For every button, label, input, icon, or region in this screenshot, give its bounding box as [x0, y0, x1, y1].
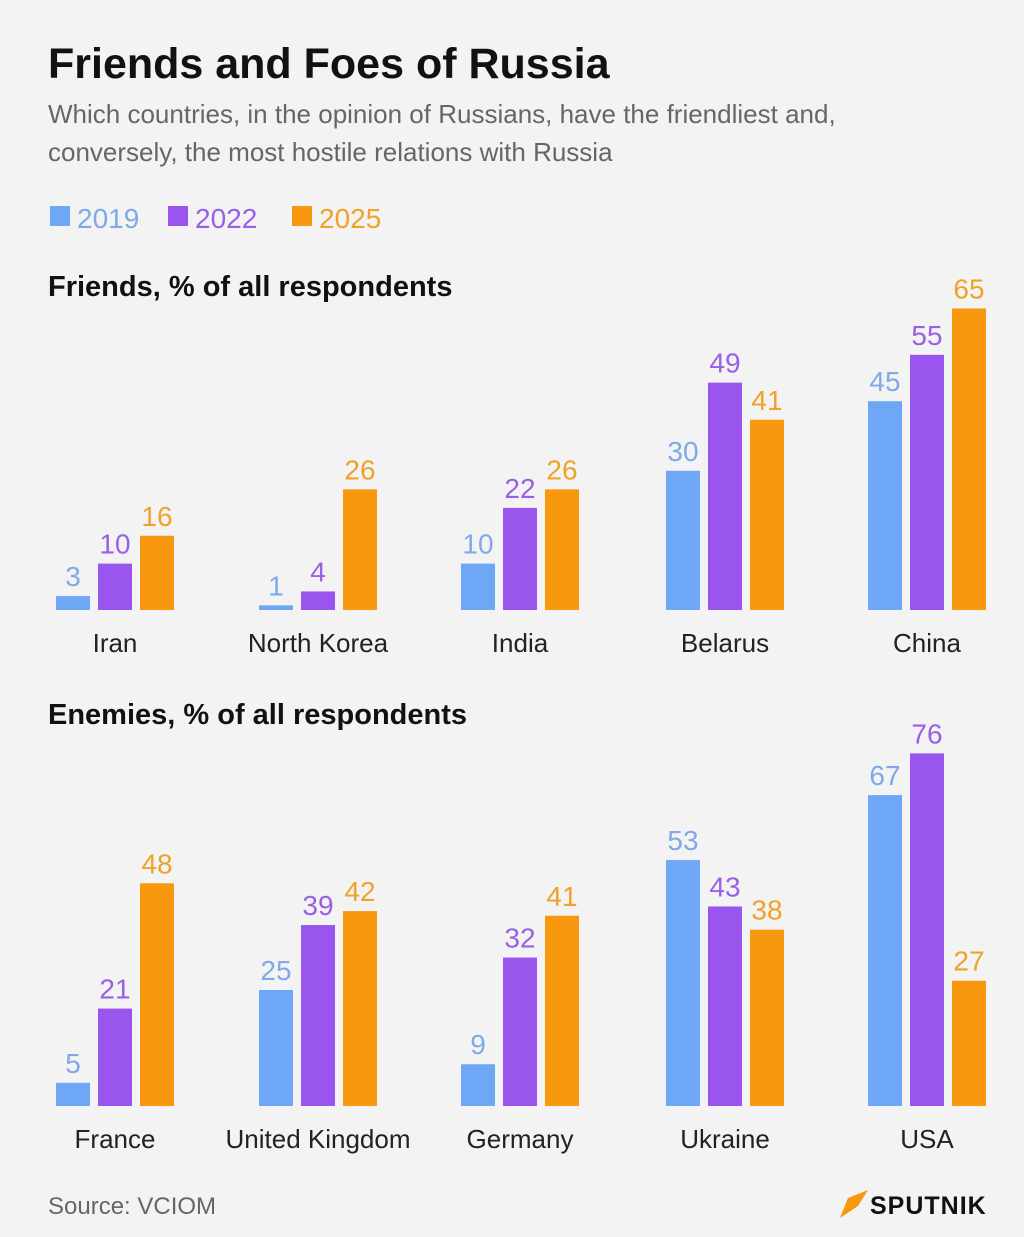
sputnik-logo-icon — [840, 1190, 868, 1218]
bar-2025 — [750, 929, 784, 1106]
legend-swatch-2019 — [50, 206, 70, 226]
chart-title: Friends and Foes of Russia — [48, 40, 611, 88]
legend: 2019 2022 2025 — [50, 203, 381, 234]
value-label: 42 — [344, 876, 375, 907]
bar-2025 — [343, 489, 377, 610]
bar-2022 — [98, 563, 132, 610]
value-label: 5 — [65, 1048, 81, 1079]
bar-2019 — [461, 563, 495, 610]
value-label: 48 — [141, 848, 172, 879]
bar-2022 — [910, 753, 944, 1106]
bar-2022 — [98, 1008, 132, 1106]
bar-2025 — [952, 980, 986, 1106]
bar-2019 — [56, 1082, 90, 1106]
value-label: 43 — [709, 871, 740, 902]
category-label: Iran — [93, 628, 138, 658]
category-group: 25 39 42 United Kingdom — [226, 876, 411, 1154]
enemies-chart: 5 21 48 France 25 39 42 United Kingdom 9 32 41 Germ… — [56, 718, 986, 1154]
value-label: 30 — [667, 436, 698, 467]
category-label: Belarus — [681, 628, 769, 658]
value-label: 76 — [911, 718, 942, 749]
category-group: 53 43 38 Ukraine — [666, 825, 784, 1154]
value-label: 53 — [667, 825, 698, 856]
value-label: 49 — [709, 348, 740, 379]
category-label: France — [75, 1124, 156, 1154]
subtitle-line-2: conversely, the most hostile relations w… — [48, 137, 613, 167]
bar-2025 — [140, 883, 174, 1106]
value-label: 32 — [504, 923, 535, 954]
value-label: 38 — [751, 895, 782, 926]
bar-2022 — [503, 507, 537, 610]
bar-2025 — [750, 419, 784, 610]
source-note: Source: VCIOM — [48, 1193, 216, 1220]
bar-2022 — [708, 382, 742, 610]
bar-2022 — [301, 925, 335, 1106]
value-label: 3 — [65, 561, 81, 592]
legend-label-2025: 2025 — [319, 203, 381, 234]
legend-label-2019: 2019 — [77, 203, 139, 234]
friends-section-title: Friends, % of all respondents — [48, 271, 452, 303]
legend-label-2022: 2022 — [195, 203, 257, 234]
category-label: China — [893, 628, 961, 658]
value-label: 41 — [751, 385, 782, 416]
value-label: 45 — [869, 366, 900, 397]
sputnik-logo-text: SPUTNIK — [870, 1192, 987, 1220]
sputnik-logo: SPUTNIK — [840, 1190, 987, 1220]
category-label: Ukraine — [680, 1124, 770, 1154]
category-group: 30 49 41 Belarus — [666, 348, 784, 658]
value-label: 9 — [470, 1029, 486, 1060]
value-label: 22 — [504, 473, 535, 504]
value-label: 10 — [462, 529, 493, 560]
enemies-section-title: Enemies, % of all respondents — [48, 699, 467, 731]
category-label: Germany — [467, 1124, 574, 1154]
bar-2019 — [259, 605, 293, 610]
legend-swatch-2025 — [292, 206, 312, 226]
value-label: 4 — [310, 556, 326, 587]
category-label: United Kingdom — [226, 1124, 411, 1154]
bar-2022 — [910, 354, 944, 610]
category-label: India — [492, 628, 549, 658]
bar-2022 — [708, 906, 742, 1106]
bar-2022 — [503, 957, 537, 1106]
value-label: 67 — [869, 760, 900, 791]
value-label: 21 — [99, 974, 130, 1005]
bar-2019 — [868, 795, 902, 1106]
bar-2019 — [461, 1064, 495, 1106]
legend-swatch-2022 — [168, 206, 188, 226]
category-group: 3 10 16 Iran — [56, 501, 174, 658]
subtitle-line-1: Which countries, in the opinion of Russi… — [48, 99, 836, 129]
category-group: 9 32 41 Germany — [461, 881, 579, 1154]
bar-2025 — [343, 911, 377, 1106]
bar-2025 — [545, 915, 579, 1106]
bar-2019 — [56, 596, 90, 610]
value-label: 26 — [344, 454, 375, 485]
value-label: 65 — [953, 273, 984, 304]
category-label: North Korea — [248, 628, 389, 658]
category-group: 45 55 65 China — [868, 273, 986, 658]
bar-2019 — [259, 990, 293, 1106]
value-label: 39 — [302, 890, 333, 921]
bar-2019 — [666, 860, 700, 1106]
category-group: 5 21 48 France — [56, 848, 174, 1154]
bar-2019 — [868, 401, 902, 610]
value-label: 41 — [546, 881, 577, 912]
value-label: 25 — [260, 955, 291, 986]
bar-2025 — [952, 308, 986, 610]
value-label: 55 — [911, 320, 942, 351]
category-label: USA — [900, 1124, 954, 1154]
bar-2019 — [666, 470, 700, 610]
friends-chart: 3 10 16 Iran 1 4 26 North Korea 10 22 26 India 30 49 4… — [56, 273, 986, 658]
category-group: 10 22 26 India — [461, 454, 579, 658]
value-label: 26 — [546, 454, 577, 485]
value-label: 10 — [99, 529, 130, 560]
bar-2025 — [545, 489, 579, 610]
value-label: 27 — [953, 946, 984, 977]
bar-2025 — [140, 535, 174, 610]
bar-2022 — [301, 591, 335, 610]
category-group: 67 76 27 USA — [868, 718, 986, 1154]
category-group: 1 4 26 North Korea — [248, 454, 389, 658]
value-label: 16 — [141, 501, 172, 532]
value-label: 1 — [268, 570, 284, 601]
